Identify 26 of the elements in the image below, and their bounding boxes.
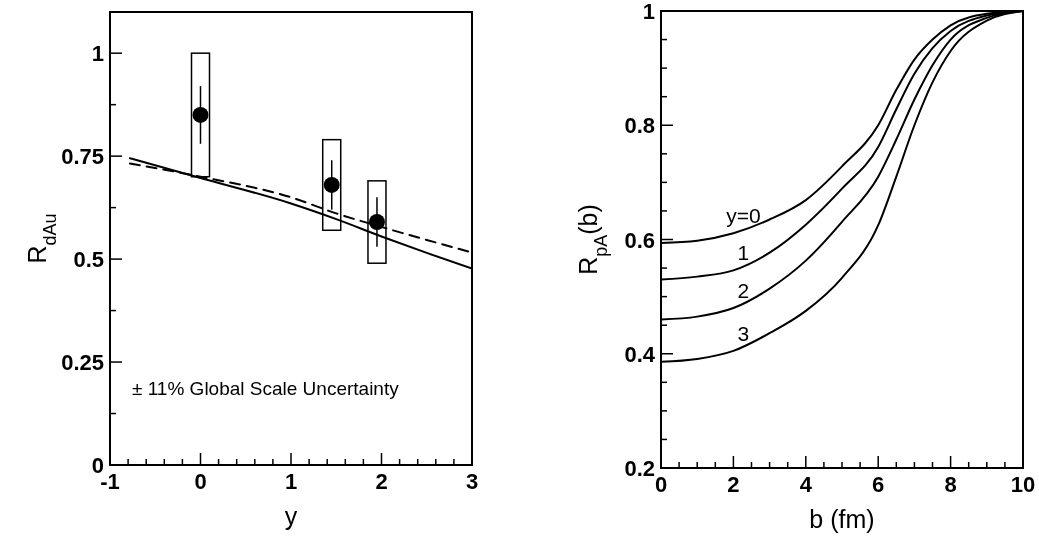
y-tick-label: 0.75 (61, 144, 104, 170)
y-tick-label: 0.5 (73, 247, 104, 273)
y-tick-label: 0.4 (624, 341, 656, 367)
x-axis-title: b (fm) (809, 505, 875, 533)
y-tick-label: 0.2 (624, 456, 655, 481)
x-tick-label: 2 (727, 472, 740, 497)
series-label: y=0 (726, 204, 761, 228)
y-tick-label: 0 (91, 453, 104, 478)
y-tick-label: 0.6 (624, 227, 655, 253)
series-label: 2 (737, 279, 750, 303)
x-tick-label: 2 (375, 469, 388, 494)
y-tick-label: 1 (91, 41, 104, 67)
annotation: ± 11% Global Scale Uncertainty (132, 378, 400, 399)
y-tick-label: 1 (642, 0, 655, 24)
x-tick-label: 0 (194, 469, 207, 494)
x-tick-label: 1 (284, 469, 298, 494)
series-label: 1 (737, 241, 750, 265)
x-tick-label: 3 (465, 469, 479, 494)
x-tick-label: 6 (872, 472, 885, 497)
x-tick-label: 8 (944, 472, 957, 497)
y-tick-label: 0.25 (61, 350, 104, 376)
x-tick-label: 4 (799, 472, 813, 497)
y-tick-label: 0.8 (624, 113, 655, 139)
x-axis-title: y (284, 502, 298, 530)
series-label: 3 (737, 321, 750, 345)
x-tick-label: 10 (1010, 472, 1036, 497)
